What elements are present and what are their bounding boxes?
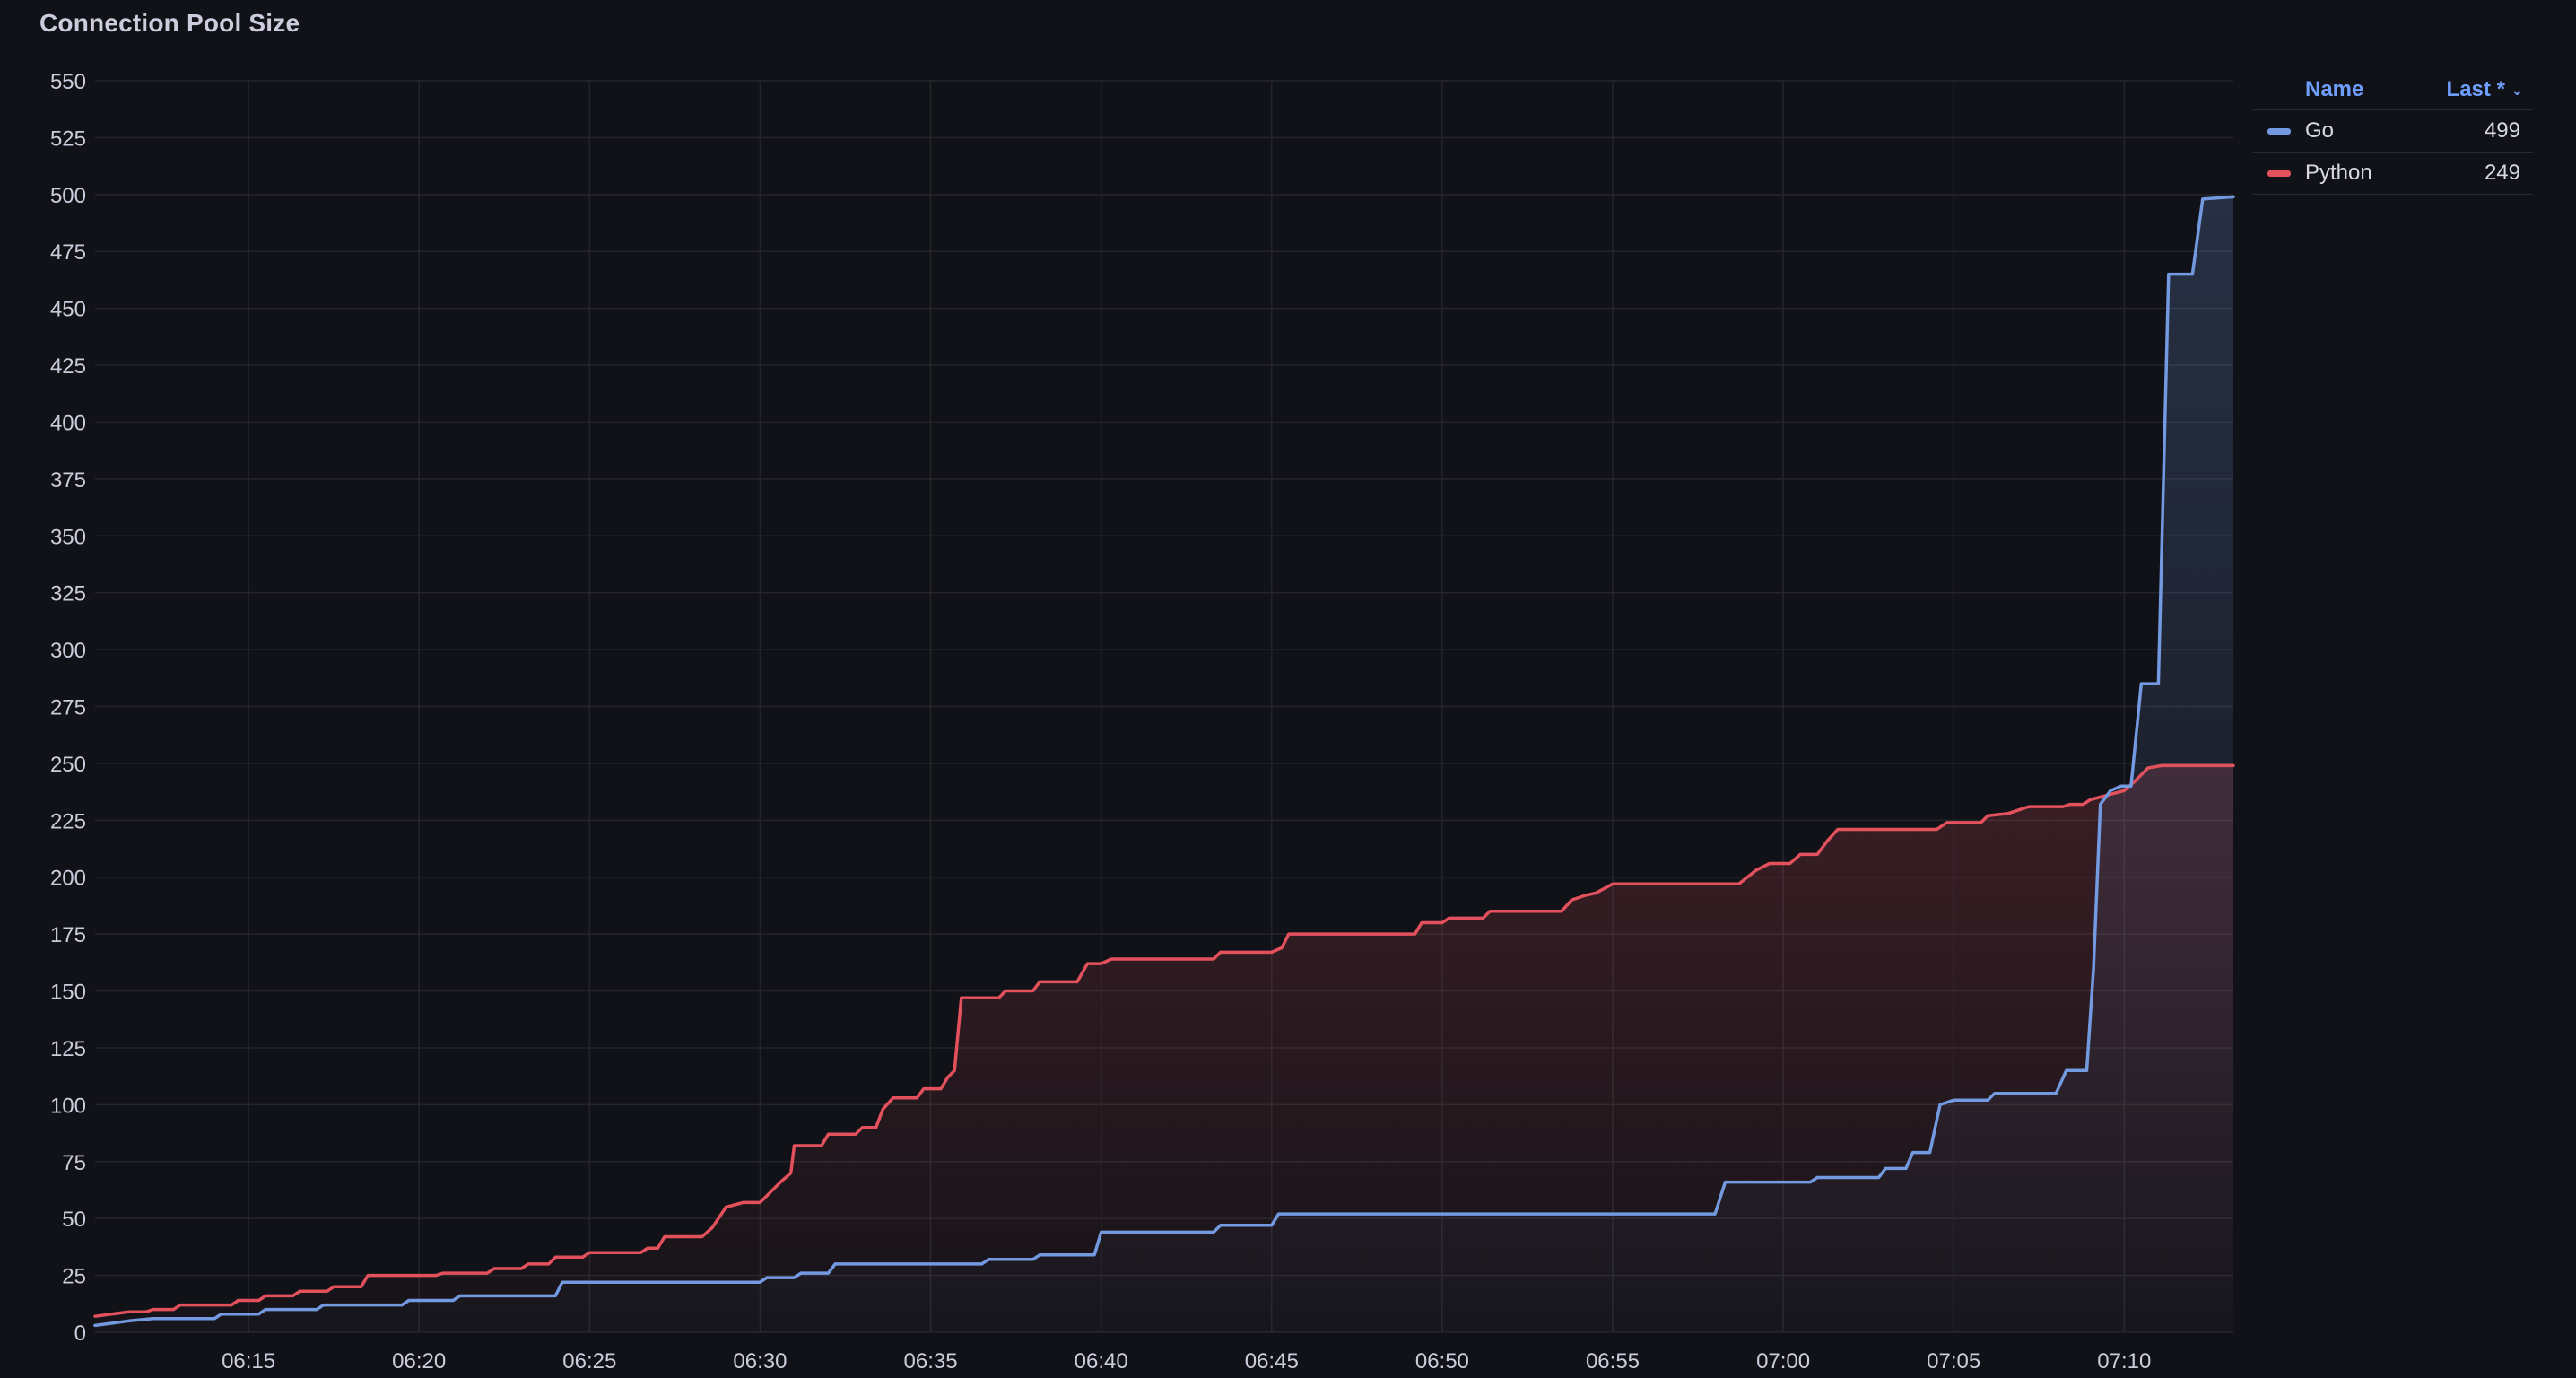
y-tick-label: 350 [50,525,86,549]
y-tick-label: 500 [50,184,86,208]
legend-table: Name Last * ⌄ Go 499 Python 249 [2253,70,2533,195]
series-line-go [93,195,2235,1328]
x-tick-label: 06:20 [392,1349,446,1374]
legend-name-header[interactable]: Name [2305,77,2364,101]
y-tick-label: 450 [50,298,86,322]
y-tick-label: 375 [50,468,86,493]
y-tick-label: 325 [50,582,86,606]
x-tick-label: 07:05 [1927,1349,1980,1374]
legend-last-value: 499 [2484,118,2520,143]
y-tick-label: 525 [50,126,86,151]
x-tick-label: 06:30 [733,1349,787,1374]
y-tick-label: 275 [50,696,86,720]
y-tick-label: 425 [50,354,86,379]
series-fill-go [95,196,2233,1332]
series-line-python [93,763,2235,1318]
x-tick-label: 06:40 [1075,1349,1128,1374]
series-fill-python [95,765,2233,1332]
legend-header: Name Last * ⌄ [2253,70,2533,110]
y-tick-label: 25 [62,1265,86,1289]
legend-row-go[interactable]: Go 499 [2253,110,2533,153]
legend-row-python[interactable]: Python 249 [2253,153,2533,195]
legend-series-name: Go [2305,118,2335,143]
y-tick-label: 550 [50,70,86,94]
chevron-down-icon: ⌄ [2510,80,2524,99]
legend-swatch-python [2267,170,2291,177]
y-tick-label: 225 [50,809,86,833]
x-tick-label: 06:35 [904,1349,958,1374]
legend-swatch-go [2267,127,2291,135]
y-tick-label: 150 [50,981,86,1005]
y-tick-label: 75 [62,1151,86,1175]
y-tick-label: 200 [50,867,86,891]
x-tick-label: 06:45 [1245,1349,1299,1374]
legend-last-header[interactable]: Last * ⌄ [2447,77,2524,102]
y-tick-label: 100 [50,1094,86,1118]
y-tick-label: 175 [50,923,86,947]
legend-last-header-label: Last * [2446,77,2505,101]
y-tick-label: 125 [50,1037,86,1061]
panel-title[interactable]: Connection Pool Size [39,9,300,37]
y-tick-label: 0 [74,1321,86,1346]
y-tick-label: 400 [50,411,86,435]
x-tick-label: 07:10 [2097,1349,2151,1374]
y-tick-label: 250 [50,753,86,777]
legend-last-value: 249 [2484,161,2520,185]
x-tick-label: 06:55 [1586,1349,1640,1374]
y-tick-label: 300 [50,639,86,663]
y-tick-label: 475 [50,240,86,265]
legend-series-name: Python [2305,161,2372,185]
x-tick-label: 06:25 [562,1349,616,1374]
y-tick-label: 50 [62,1208,86,1232]
x-tick-label: 06:15 [222,1349,275,1374]
x-tick-label: 07:00 [1756,1349,1810,1374]
x-tick-label: 06:50 [1415,1349,1469,1374]
